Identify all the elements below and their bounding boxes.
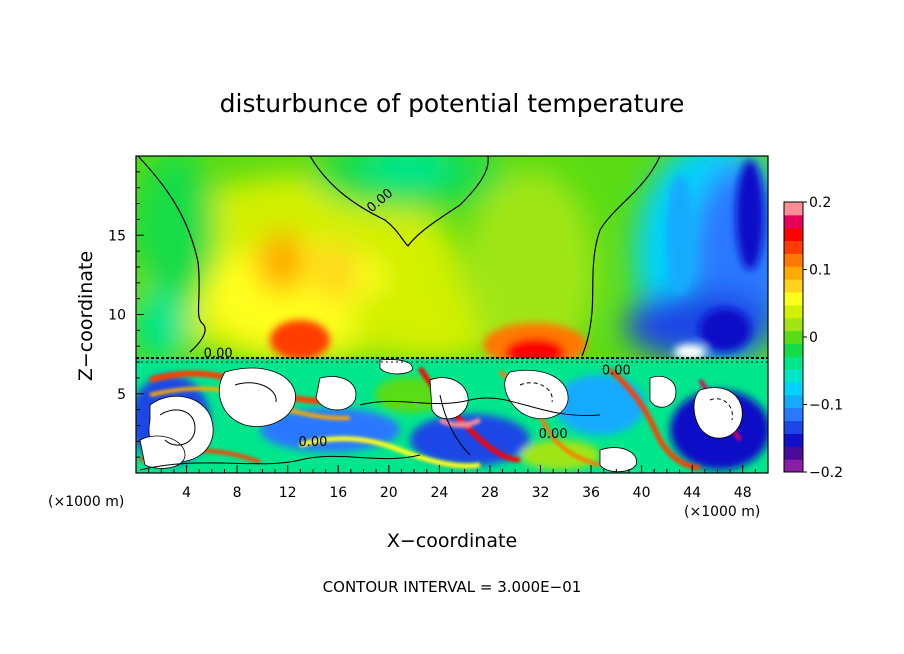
colorbar-tick-label: 0.1 [809,263,831,279]
lower-turbulent-field [136,358,768,473]
colorbar-swatch [784,394,803,409]
chart-title: disturbunce of potential temperature [220,89,685,118]
colorbar-swatch [784,420,803,434]
colorbar-swatch [784,330,803,344]
colorbar-swatch [784,382,803,396]
colorbar-tick-label: −0.2 [809,465,843,481]
colorbar-swatch [784,253,803,267]
x-tick-label: 20 [380,485,398,501]
heatmap-field [136,156,768,473]
x-tick-label: 48 [734,485,752,501]
x-tick-label: 28 [481,485,499,501]
y-axis: 5 10 15 [108,171,144,458]
upper-atmosphere-field [136,156,768,360]
colorbar: 0.2 0.1 0 −0.1 −0.2 [783,195,843,481]
contour-interval-note: CONTOUR INTERVAL = 3.000E−01 [323,578,582,596]
contour-label: 0.00 [298,435,327,450]
y-tick-label: 5 [117,387,126,403]
contour-zero-upper [137,156,661,357]
x-tick-label: 12 [279,485,297,501]
x-tick-label: 8 [233,485,242,501]
x-axis-unit-right: (×1000 m) [684,504,760,520]
colorbar-swatch [784,369,803,383]
contour-label: 0.00 [539,427,568,442]
x-tick-label: 24 [430,485,448,501]
colorbar-swatch [784,433,803,447]
x-tick-label: 16 [329,485,347,501]
colorbar-swatch [784,214,803,229]
white-patches [139,359,743,473]
y-tick-label: 15 [108,228,126,244]
colorbar-swatch [784,407,803,422]
interface-layer [136,357,768,363]
x-axis-label: X−coordinate [387,530,517,552]
colorbar-swatch [784,356,803,370]
colorbar-swatch [784,240,803,254]
colorbar-swatch [784,202,803,216]
colorbar-tick-label: −0.1 [809,398,843,414]
x-tick-label: 44 [683,485,701,501]
x-tick-label: 36 [582,485,600,501]
colorbar-swatch [784,266,803,280]
colorbar-swatch [784,343,803,357]
colorbar-swatch [784,459,803,473]
y-tick-label: 10 [108,308,126,324]
colorbar-swatch [784,279,803,293]
colorbar-tick-label: 0.2 [809,195,831,211]
colorbar-swatch [784,304,803,319]
x-axis: 4 8 12 16 20 24 28 32 36 40 44 48 [148,465,756,501]
contour-lines-lower [139,382,733,471]
colorbar-swatch [784,227,803,242]
x-tick-label: 4 [182,485,191,501]
x-tick-label: 32 [532,485,550,501]
colorbar-swatch [784,317,803,332]
contour-label: 0.00 [602,364,631,379]
colorbar-swatch [784,292,803,306]
contour-label: 0.00 [204,346,233,361]
y-axis-label: Z−coordinate [75,251,97,381]
colorbar-tick-label: 0 [809,330,818,346]
x-tick-label: 40 [633,485,651,501]
x-axis-unit-left: (×1000 m) [48,494,124,510]
colorbar-swatch [784,446,803,460]
